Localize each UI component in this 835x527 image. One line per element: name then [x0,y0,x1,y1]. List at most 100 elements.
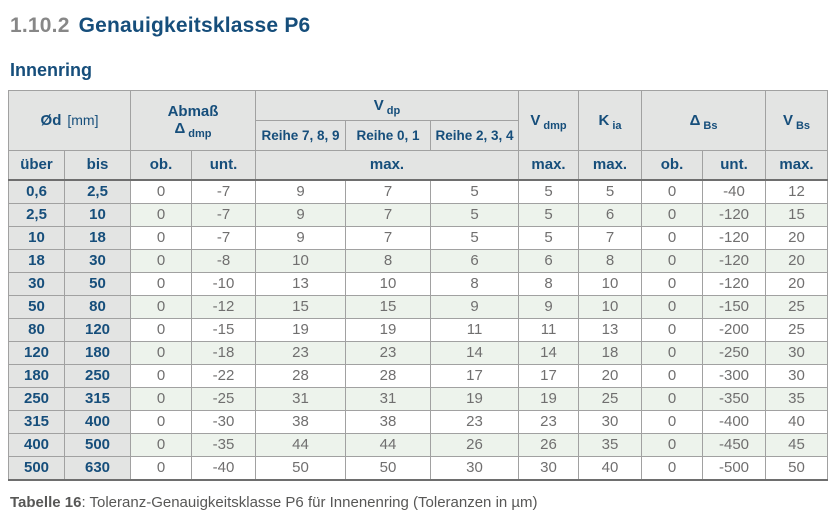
diameter-range-cell: 30 [63,248,132,273]
tolerance-value-cell: 15 [255,294,347,319]
tolerance-value-cell: 7 [345,179,432,204]
caption-label: Tabelle 16 [10,493,82,511]
tolerance-value-cell: -35 [191,432,257,457]
diameter-range-cell: 10 [8,225,65,250]
diameter-range-cell: 250 [63,363,132,388]
diameter-range-cell: 80 [8,317,65,342]
tolerance-value-cell: 9 [255,202,347,227]
tolerance-value-cell: -120 [702,248,767,273]
tolerance-value-cell: 7 [578,225,643,250]
tolerance-value-cell: 0 [641,386,704,411]
tolerance-value-cell: 14 [518,340,580,365]
tolerance-value-cell: -7 [191,225,257,250]
tolerance-value-cell: 0 [641,294,704,319]
table-row: 10 18 0 -7 9 7 5 5 7 0 -120 20 [8,225,829,250]
tolerance-value-cell: 25 [765,317,829,342]
tolerance-value-cell: 20 [765,248,829,273]
tolerance-value-cell: 5 [430,202,520,227]
tolerance-value-cell: 26 [430,432,520,457]
tolerance-value-cell: 13 [255,271,347,296]
tolerance-value-cell: 11 [430,317,520,342]
diameter-range-cell: 2,5 [63,179,132,204]
page-title: 1.10.2 Genauigkeitsklasse P6 [10,14,827,38]
tolerance-value-cell: 38 [255,409,347,434]
col-header-max-vbs: max. [765,150,829,181]
col-header-max-vdp: max. [255,150,520,181]
tolerance-value-cell: 19 [255,317,347,342]
col-header-reihe-789: Reihe 7, 8, 9 [255,120,347,151]
diameter-range-cell: 250 [8,386,65,411]
tolerance-value-cell: 9 [430,294,520,319]
table-body: 0,6 2,5 0 -7 9 7 5 5 5 0 -40 12 2,5 10 0 -7 9 7 5 5 6 0 -120 15… [8,179,829,481]
tolerance-value-cell: 30 [518,455,580,481]
tolerance-value-cell: 50 [255,455,347,481]
table-row: 80 120 0 -15 19 19 11 11 13 0 -200 25 [8,317,829,342]
diameter-range-cell: 180 [8,363,65,388]
diameter-range-cell: 10 [63,202,132,227]
table-row: 120 180 0 -18 23 23 14 14 18 0 -250 30 [8,340,829,365]
tolerance-value-cell: -15 [191,317,257,342]
tolerance-value-cell: 9 [518,294,580,319]
diameter-range-cell: 18 [63,225,132,250]
tolerance-value-cell: 0 [130,386,193,411]
abmass-label: Abmaß [167,102,219,120]
tolerance-value-cell: 44 [255,432,347,457]
tolerance-value-cell: 9 [255,179,347,204]
tolerance-value-cell: 0 [641,340,704,365]
tolerance-value-cell: 8 [518,271,580,296]
diameter-range-cell: 500 [8,455,65,481]
diameter-range-cell: 80 [63,294,132,319]
tolerance-value-cell: 30 [578,409,643,434]
tolerance-value-cell: 0 [130,432,193,457]
tolerance-value-cell: -250 [702,340,767,365]
section-number: 1.10.2 [10,14,70,37]
tolerance-value-cell: 20 [578,363,643,388]
section-title-text: Genauigkeitsklasse P6 [78,14,311,37]
tolerance-value-cell: -40 [191,455,257,481]
tolerance-value-cell: -8 [191,248,257,273]
tolerance-value-cell: 5 [518,225,580,250]
table-row: 500 630 0 -40 50 50 30 30 40 0 -500 50 [8,455,829,481]
table-row: 2,5 10 0 -7 9 7 5 5 6 0 -120 15 [8,202,829,227]
tolerance-value-cell: 50 [765,455,829,481]
table-row: 250 315 0 -25 31 31 19 19 25 0 -350 35 [8,386,829,411]
tolerance-value-cell: 0 [641,432,704,457]
tolerance-value-cell: 0 [641,248,704,273]
tolerance-value-cell: -25 [191,386,257,411]
tolerance-value-cell: -120 [702,271,767,296]
tolerance-value-cell: 50 [345,455,432,481]
tolerance-value-cell: 38 [345,409,432,434]
delta-bs-symbol: Δ [689,112,701,129]
kia-subscript: ia [612,120,622,132]
tolerance-value-cell: 23 [430,409,520,434]
tolerance-value-cell: 0 [641,317,704,342]
tolerance-value-cell: 19 [430,386,520,411]
col-header-ob-dmp: ob. [130,150,193,181]
tolerance-value-cell: 5 [518,179,580,204]
tolerance-value-cell: -350 [702,386,767,411]
tolerance-value-cell: 15 [345,294,432,319]
tolerance-value-cell: 7 [345,202,432,227]
tolerance-value-cell: 0 [641,179,704,204]
tolerance-value-cell: 25 [578,386,643,411]
tolerance-value-cell: 44 [345,432,432,457]
tolerance-value-cell: 40 [578,455,643,481]
tolerance-value-cell: 6 [430,248,520,273]
tolerance-value-cell: 23 [255,340,347,365]
tolerance-value-cell: 35 [578,432,643,457]
col-header-diameter: Ød [mm] [7,90,132,151]
tolerance-value-cell: 6 [578,202,643,227]
tolerance-value-cell: 0 [130,202,193,227]
tolerance-value-cell: -200 [702,317,767,342]
tolerance-value-cell: 0 [130,248,193,273]
diameter-range-cell: 500 [63,432,132,457]
table-row: 18 30 0 -8 10 8 6 6 8 0 -120 20 [8,248,829,273]
diameter-range-cell: 50 [8,294,65,319]
tolerance-value-cell: 5 [430,179,520,204]
tolerance-value-cell: -10 [191,271,257,296]
vdmp-symbol: V [530,112,541,129]
tolerance-value-cell: -12 [191,294,257,319]
tolerance-value-cell: 0 [130,179,193,204]
